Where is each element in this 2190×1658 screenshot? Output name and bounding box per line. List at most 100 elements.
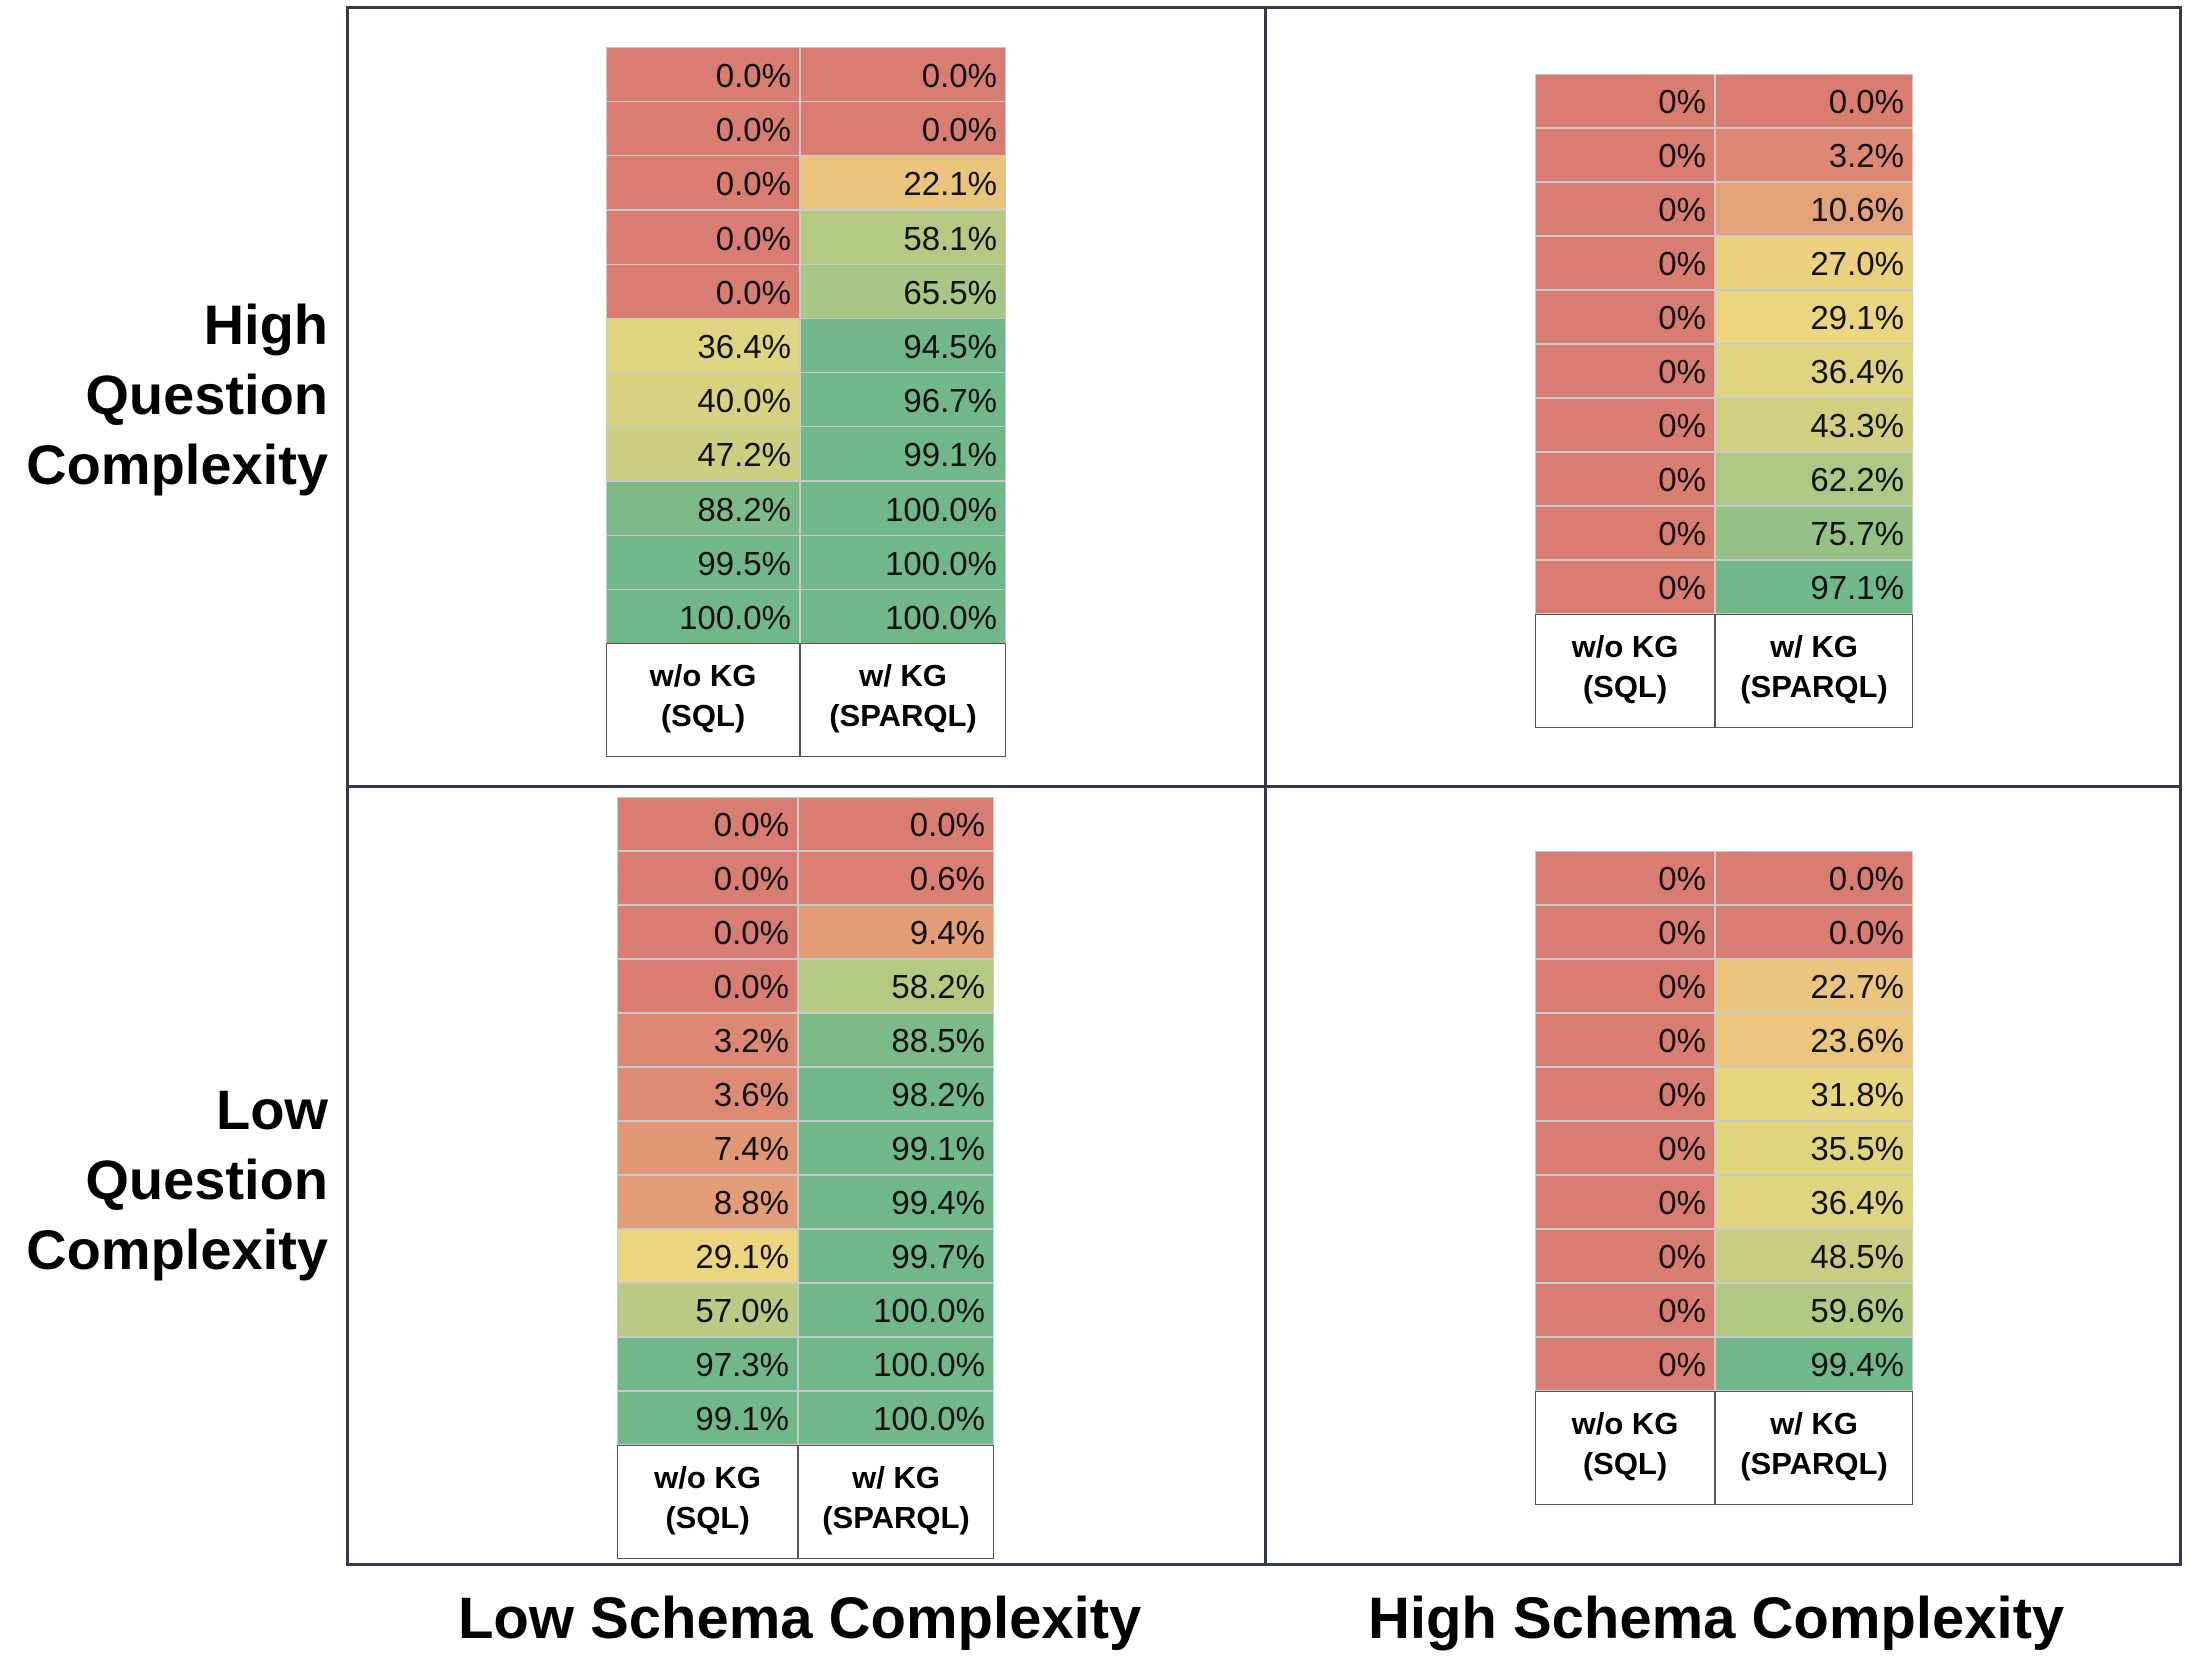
heatmap-cell: 48.5%	[1715, 1229, 1913, 1283]
heatmap-cell: 0%	[1535, 1121, 1715, 1175]
heatmap-cell: 100.0%	[800, 534, 1006, 590]
row-label-low-question-complexity: Low Question Complexity	[0, 1075, 328, 1285]
column-header-subtitle: (SPARQL)	[1740, 1446, 1888, 1481]
heatmap-cell: 99.7%	[798, 1229, 994, 1283]
heatmap-cell: 0%	[1535, 344, 1715, 398]
heatmap-cell: 99.4%	[798, 1175, 994, 1229]
heatmap-cell: 0%	[1535, 905, 1715, 959]
heatmap-cell: 3.2%	[1715, 128, 1913, 182]
heatmap-cell: 43.3%	[1715, 398, 1913, 452]
heatmap-cell: 40.0%	[606, 372, 800, 428]
heatmap-cell: 29.1%	[1715, 290, 1913, 344]
column-header: w/o KG (SQL)	[1535, 614, 1715, 728]
heatmap-cell: 0%	[1535, 851, 1715, 905]
column-header-subtitle: (SPARQL)	[822, 1500, 970, 1535]
heatmap-cell: 97.3%	[617, 1337, 798, 1391]
heatmap-cell: 100.0%	[800, 589, 1006, 644]
column-header: w/ KG (SPARQL)	[800, 643, 1006, 758]
column-header-title: w/ KG	[1770, 629, 1858, 664]
heatmap-cell: 0%	[1535, 74, 1715, 128]
heatmap-cell: 0.0%	[617, 797, 798, 851]
heatmap-cell: 0.0%	[606, 209, 800, 265]
heatmap-cell: 99.1%	[617, 1391, 798, 1445]
heatmap-cell: 96.7%	[800, 372, 1006, 428]
column-header-title: w/o KG	[1571, 1406, 1679, 1441]
heatmap-cell: 100.0%	[800, 480, 1006, 536]
column-header-title: w/o KG	[1571, 629, 1679, 664]
heatmap-cell: 23.6%	[1715, 1013, 1913, 1067]
heatmap-cell: 58.2%	[798, 959, 994, 1013]
column-header: w/ KG (SPARQL)	[1715, 1391, 1913, 1505]
heatmap-cell: 0.0%	[606, 155, 800, 211]
column-header-title: w/o KG	[654, 1460, 761, 1495]
heatmap-cell: 36.4%	[606, 318, 800, 373]
heatmap-cell: 29.1%	[617, 1229, 798, 1283]
row-label-line: Low	[216, 1078, 328, 1141]
heatmap-cell: 0.6%	[798, 851, 994, 905]
col-label-low-schema-complexity: Low Schema Complexity	[458, 1586, 1142, 1651]
heatmap-cell: 8.8%	[617, 1175, 798, 1229]
heatmap-cell: 0.0%	[617, 959, 798, 1013]
heatmap-cell: 94.5%	[800, 318, 1006, 373]
heatmap-cell: 98.2%	[798, 1067, 994, 1121]
heatmap-cell: 36.4%	[1715, 344, 1913, 398]
heatmap-cell: 75.7%	[1715, 506, 1913, 560]
heatmap-cell: 0.0%	[1715, 74, 1913, 128]
heatmap-cell: 31.8%	[1715, 1067, 1913, 1121]
heatmap-cell: 59.6%	[1715, 1283, 1913, 1337]
heatmap-cell: 9.4%	[798, 905, 994, 959]
heatmap-cell: 3.2%	[617, 1013, 798, 1067]
heatmap-cell: 99.4%	[1715, 1337, 1913, 1391]
heatmap-cell: 58.1%	[800, 209, 1006, 265]
row-label-line: High	[203, 293, 328, 356]
column-header-title: w/ KG	[852, 1460, 940, 1495]
column-header: w/ KG (SPARQL)	[1715, 614, 1913, 728]
heatmap-cell: 22.1%	[800, 155, 1006, 211]
heatmap-cell: 0.0%	[1715, 905, 1913, 959]
column-header-subtitle: (SPARQL)	[829, 698, 977, 734]
heatmap-cell: 0%	[1535, 1229, 1715, 1283]
heatmap-cell: 0%	[1535, 506, 1715, 560]
row-label-high-question-complexity: High Question Complexity	[0, 290, 328, 500]
heatmap-cell: 0%	[1535, 1175, 1715, 1229]
heatmap-cell: 0.0%	[606, 101, 800, 157]
heatmap-cell: 22.7%	[1715, 959, 1913, 1013]
heatmap-cell: 100.0%	[798, 1283, 994, 1337]
heatmap-cell: 0%	[1535, 182, 1715, 236]
heatmap-cell: 0%	[1535, 128, 1715, 182]
col-label-high-schema-complexity: High Schema Complexity	[1368, 1586, 2065, 1651]
heatmap-cell: 99.1%	[798, 1121, 994, 1175]
heatmap-cell: 88.5%	[798, 1013, 994, 1067]
heatmap-cell: 62.2%	[1715, 452, 1913, 506]
heatmap-cell: 0%	[1535, 452, 1715, 506]
column-header: w/ KG (SPARQL)	[798, 1445, 994, 1559]
horizontal-divider	[346, 785, 2182, 788]
heatmap-cell: 0%	[1535, 290, 1715, 344]
row-label-line: Complexity	[26, 433, 328, 496]
heatmap-cell: 99.5%	[606, 534, 800, 590]
heatmap-cell: 0.0%	[800, 47, 1006, 102]
column-header: w/o KG (SQL)	[1535, 1391, 1715, 1505]
heatmap-cell: 100.0%	[798, 1337, 994, 1391]
heatmap-cell: 0%	[1535, 1013, 1715, 1067]
row-label-line: Question	[85, 363, 328, 426]
heatmap-cell: 0.0%	[617, 905, 798, 959]
heatmap-cell: 10.6%	[1715, 182, 1913, 236]
row-label-line: Question	[85, 1148, 328, 1211]
column-header-subtitle: (SQL)	[1582, 669, 1668, 704]
heatmap-cell: 0.0%	[798, 797, 994, 851]
column-header: w/o KG (SQL)	[606, 643, 800, 758]
heatmap-cell: 0%	[1535, 959, 1715, 1013]
heatmap-cell: 57.0%	[617, 1283, 798, 1337]
heatmap-cell: 65.5%	[800, 263, 1006, 319]
heatmap-cell: 100.0%	[606, 589, 800, 644]
column-header-subtitle: (SQL)	[660, 698, 746, 734]
heatmap-cell: 0.0%	[617, 851, 798, 905]
column-header-subtitle: (SPARQL)	[1740, 669, 1888, 704]
heatmap-cell: 0%	[1535, 236, 1715, 290]
heatmap-cell: 0.0%	[1715, 851, 1913, 905]
heatmap-cell: 97.1%	[1715, 560, 1913, 614]
heatmap-cell: 0%	[1535, 1283, 1715, 1337]
column-header: w/o KG (SQL)	[617, 1445, 798, 1559]
column-header-title: w/o KG	[649, 658, 757, 694]
